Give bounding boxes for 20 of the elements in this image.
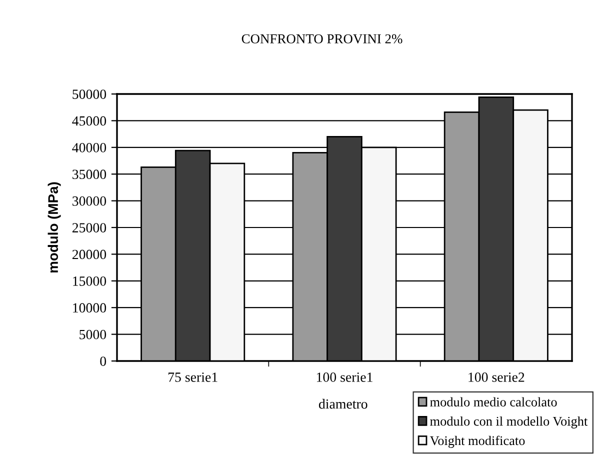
- y-tick-label: 30000: [72, 196, 106, 206]
- y-tick-label: 50000: [72, 90, 106, 99]
- y-tick-label: 15000: [73, 276, 106, 286]
- y-tick-label: 40000: [72, 142, 106, 152]
- y-tick-label: 35000: [72, 170, 106, 180]
- y-tick-label: 20000: [72, 250, 106, 260]
- x-axis-title: diametro: [318, 398, 368, 409]
- y-tick-label: 25000: [72, 223, 106, 232]
- y-axis-title: modulo (MPa): [48, 182, 61, 272]
- y-tick-label: 0: [100, 356, 106, 366]
- y-tick-label: 45000: [72, 116, 106, 126]
- y-tick-label: 10000: [73, 303, 106, 313]
- chart-title: CONFRONTO PROVINI 2%: [242, 34, 402, 44]
- x-tick-label: 100 serie1: [316, 372, 372, 382]
- legend-label: modulo con il modello Voight: [430, 416, 588, 428]
- legend-label: Voight modificato: [430, 436, 525, 448]
- x-tick-label: 75 serie1: [168, 372, 218, 382]
- y-tick-label: 5000: [80, 330, 106, 340]
- legend-label: modulo medio calcolato: [430, 397, 557, 407]
- x-tick-label: 100 serie2: [468, 372, 524, 382]
